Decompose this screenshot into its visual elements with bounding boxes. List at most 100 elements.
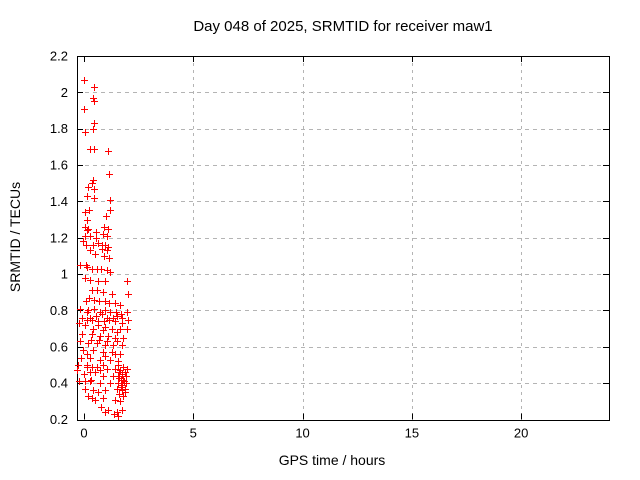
scatter-point <box>117 398 124 405</box>
scatter-point <box>105 148 112 155</box>
scatter-point <box>90 177 97 184</box>
scatter-point <box>119 371 126 378</box>
scatter-point <box>107 357 114 364</box>
scatter-point <box>120 393 127 400</box>
scatter-point <box>84 217 91 224</box>
scatter-point <box>86 295 93 302</box>
scatter-point <box>102 278 109 285</box>
scatter-point <box>82 275 89 282</box>
scatter-point <box>115 380 122 387</box>
scatter-point <box>105 333 112 340</box>
scatter-point <box>77 262 84 269</box>
scatter-point <box>107 269 114 276</box>
scatter-point <box>99 246 106 253</box>
svg-text:1.8: 1.8 <box>50 121 68 136</box>
scatter-point <box>119 407 126 414</box>
scatter-point <box>110 342 117 349</box>
scatter-point <box>118 384 125 391</box>
scatter-point <box>91 297 98 304</box>
scatter-point <box>114 338 121 345</box>
scatter-point <box>80 238 87 245</box>
scatter-point <box>99 311 106 318</box>
scatter-point <box>82 322 89 329</box>
scatter-point <box>95 240 102 247</box>
svg-text:2: 2 <box>61 85 68 100</box>
scatter-point <box>98 404 105 411</box>
scatter-point <box>104 247 111 254</box>
scatter-point <box>106 255 113 262</box>
scatter-point <box>116 391 123 398</box>
svg-text:1.4: 1.4 <box>50 194 68 209</box>
scatter-point <box>109 291 116 298</box>
scatter-point <box>120 335 127 342</box>
scatter-point <box>102 307 109 314</box>
scatter-point <box>87 277 94 284</box>
scatter-point <box>96 298 103 305</box>
scatter-point <box>91 84 98 91</box>
scatter-point <box>100 349 107 356</box>
axis-ticks <box>77 56 609 421</box>
scatter-point <box>77 338 84 345</box>
scatter-point <box>91 120 98 127</box>
scatter-point <box>78 355 85 362</box>
scatter-point <box>90 387 97 394</box>
scatter-point <box>101 318 108 325</box>
scatter-point <box>104 366 111 373</box>
scatter-point <box>112 300 119 307</box>
svg-text:0.6: 0.6 <box>50 339 68 354</box>
scatter-point <box>82 129 89 136</box>
scatter-point <box>100 289 107 296</box>
scatter-point <box>87 378 94 385</box>
scatter-point <box>117 302 124 309</box>
scatter-point <box>91 195 98 202</box>
scatter-point <box>87 233 94 240</box>
scatter-point <box>105 226 112 233</box>
scatter-point <box>112 397 119 404</box>
svg-text:0.8: 0.8 <box>50 303 68 318</box>
scatter-point <box>84 264 91 271</box>
scatter-point <box>114 313 121 320</box>
scatter-point <box>112 318 119 325</box>
scatter-point <box>102 353 109 360</box>
scatter-point <box>80 347 87 354</box>
scatter-point <box>89 180 96 187</box>
scatter-point <box>93 313 100 320</box>
scatter-point <box>107 309 114 316</box>
svg-text:0.4: 0.4 <box>50 376 68 391</box>
scatter-point <box>114 329 121 336</box>
scatter-point <box>107 197 114 204</box>
scatter-point <box>104 338 111 345</box>
scatter-point <box>93 235 100 242</box>
scatter-point <box>117 326 124 333</box>
scatter-point <box>90 95 97 102</box>
scatter-point <box>89 317 96 324</box>
scatter-point <box>118 311 125 318</box>
scatter-point <box>120 377 127 384</box>
svg-text:0.2: 0.2 <box>50 412 68 427</box>
scatter-point <box>75 362 82 369</box>
scatter-point <box>92 251 99 258</box>
scatter-point <box>107 207 114 214</box>
scatter-point <box>97 367 104 374</box>
scatter-point <box>85 340 92 347</box>
scatter-point <box>83 242 90 249</box>
scatter-point <box>92 397 99 404</box>
scatter-point <box>105 244 112 251</box>
scatter-point <box>125 317 132 324</box>
scatter-point <box>77 306 84 313</box>
scatter-point <box>115 362 122 369</box>
scatter-point <box>124 326 131 333</box>
scatter-point <box>103 213 110 220</box>
y-tick-labels: 0.2 0.4 0.6 0.8 1 1.2 1.4 1.6 1.8 2 2.2 <box>50 49 68 428</box>
scatter-point <box>100 373 107 380</box>
scatter-point <box>102 298 109 305</box>
scatter-point <box>122 389 129 396</box>
x-tick-labels: 0 5 10 15 20 <box>80 426 528 441</box>
svg-text:1.6: 1.6 <box>50 158 68 173</box>
scatter-point <box>81 77 88 84</box>
scatter-point <box>93 229 100 236</box>
scatter-point <box>95 322 102 329</box>
svg-text:20: 20 <box>514 426 528 441</box>
scatter-point <box>123 373 130 380</box>
